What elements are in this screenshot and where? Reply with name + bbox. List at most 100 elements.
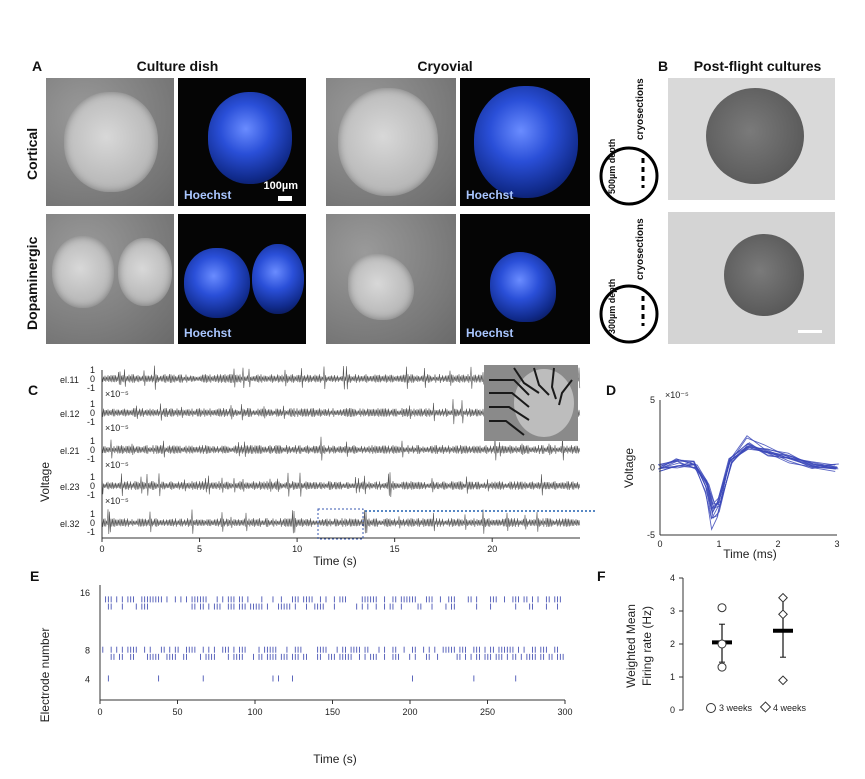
data-point [717,603,727,613]
panel-d-chart: Voltage ×10⁻⁵ 0 1 2 350-5 Time (ms) [622,390,840,561]
mea-electrode-inset [484,365,578,441]
legend-3-weeks: 3 weeks [719,703,753,713]
cryosections-label: cryosections [635,218,646,280]
ytick-label: 0 [90,374,95,384]
panel-d-ticks: 0 1 2 350-5 [647,395,840,549]
hoechst-label: Hoechst [466,188,514,202]
xtick-label: 150 [325,707,340,717]
ytick-label: -5 [647,530,655,540]
ytick-label: 2 [670,639,675,649]
panel-c-xlabel: Time (s) [313,554,357,568]
ytick-label: -1 [87,454,95,464]
xtick-label: 5 [197,544,202,554]
spike-waveform [659,448,837,514]
panel-f-ylabel-2: Firing rate (Hz) [640,606,654,686]
ytick-label: -1 [87,383,95,393]
ytick-label: 0 [90,518,95,528]
scale-bar [278,196,292,201]
spike-waveform [658,445,837,515]
ytick-label: 8 [85,646,90,656]
panel-letter-b: B [658,58,669,74]
spike-waveform [661,446,839,506]
ytick-label: -1 [87,527,95,537]
ytick-label: 3 [670,606,675,616]
panel-c-ylabel: Voltage [38,462,52,502]
spike-waveform [660,442,838,509]
electrode-label: el.32 [60,519,80,529]
data-point [717,639,727,649]
spike-waveform [658,446,836,510]
ytick-label: 1 [90,509,95,519]
xtick-label: 250 [480,707,495,717]
xtick-label: 10 [292,544,302,554]
voltage-trace [101,436,581,461]
zoom-window-box [317,508,364,540]
cryosections-label: cryosections [635,78,646,140]
ytick-label: -1 [87,417,95,427]
data-point [778,609,788,620]
panel-d-ylabel: Voltage [622,448,636,488]
legend-circle-marker [706,703,716,713]
panel-c-traces: el.1110-1×10⁻⁵el.1210-1×10⁻⁵el.2110-1×10… [60,365,581,537]
scale-exponent: ×10⁻⁵ [105,389,129,399]
depth-label: 300µm depth [607,278,617,334]
panel-f-ticks: 0 1 2 3 4 [670,573,683,715]
row-title-dopaminergic: Dopaminergic [24,236,40,330]
panel-e-xlabel: Time (s) [313,752,357,766]
row-title-cortical: Cortical [24,127,40,180]
micrograph-cortical-dish-brightfield [46,78,174,206]
ytick-label: 0 [650,463,655,473]
micrograph-dopaminergic-cryovial-hoechst: Hoechst [460,214,590,344]
panel-b-title: Post-flight cultures [693,58,822,74]
electrode-label: el.11 [60,375,79,385]
micrograph-postflight-1 [668,78,835,200]
panel-e-chart: Electrode number 0 50 100 150 200 250 3004816 … [38,585,573,766]
xtick-label: 0 [99,544,104,554]
panel-d-traces [658,435,839,531]
xtick-label: 200 [402,707,417,717]
ytick-label: 4 [85,674,90,684]
ytick-label: 1 [90,436,95,446]
panel-d-xlabel: Time (ms) [723,547,777,561]
panel-f-chart: Weighted Mean Firing rate (Hz) 0 1 2 3 4 3 w… [624,573,807,715]
data-point [778,592,788,603]
panel-c-xticks: 0 5 10 15 20 [99,538,497,554]
ytick-label: 1 [670,672,675,682]
depth-label: 500µm depth [607,138,617,194]
xtick-label: 50 [172,707,182,717]
panel-f-points [712,592,793,686]
ytick-label: 16 [80,588,90,598]
micrograph-dopaminergic-cryovial-brightfield [326,214,456,344]
cryosection-diagram-300: cryosections 300µm depth [595,214,665,346]
micrograph-cortical-dish-hoechst: Hoechst 100µm [178,78,306,206]
electrode-label: el.12 [60,409,80,419]
electrode-label: el.21 [60,446,80,456]
panel-letter-f: F [597,568,606,584]
spike-waveform [659,447,837,510]
panel-letter-a: A [32,58,43,74]
legend-4-weeks: 4 weeks [773,703,807,713]
xtick-label: 0 [657,539,662,549]
xtick-label: 20 [487,544,497,554]
ytick-label: 1 [90,365,95,375]
legend-diamond-marker [759,701,772,713]
scale-exponent: ×10⁻⁵ [105,496,129,506]
scale-exponent: ×10⁻⁵ [105,460,129,470]
micrograph-dopaminergic-dish-brightfield [46,214,174,344]
panel-e-ticks: 0 50 100 150 200 250 300 4 8 16 [80,588,573,717]
scale-exponent: ×10⁻⁵ [105,423,129,433]
micrograph-postflight-2 [668,212,835,344]
panel-letter-e: E [30,568,40,584]
ytick-label: 1 [90,472,95,482]
micrograph-dopaminergic-dish-hoechst: Hoechst [178,214,306,344]
micrograph-cortical-cryovial-brightfield [326,78,456,206]
xtick-label: 2 [775,539,780,549]
column-title-culture-dish: Culture dish [136,58,219,74]
voltage-trace [101,509,581,535]
xtick-label: 0 [97,707,102,717]
xtick-label: 15 [390,544,400,554]
ytick-label: 4 [670,573,675,583]
cryosection-diagram-500: cryosections 500µm depth [595,78,665,206]
ytick-label: -1 [87,490,95,500]
panel-f-ylabel-1: Weighted Mean [624,604,638,688]
